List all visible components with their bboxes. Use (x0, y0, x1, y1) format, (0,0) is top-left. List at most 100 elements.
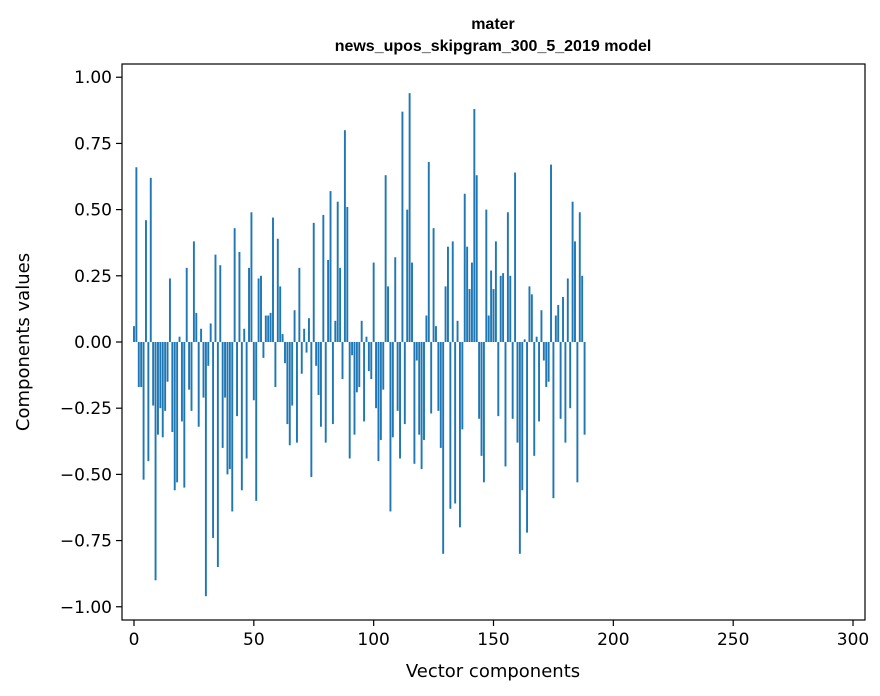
bar (348, 342, 351, 459)
bar (310, 342, 313, 478)
bar (566, 278, 569, 342)
bar (248, 267, 250, 342)
bar (550, 164, 552, 342)
bar (554, 315, 557, 342)
bar (204, 342, 207, 597)
bar (135, 167, 138, 342)
bar (298, 267, 301, 342)
bar (458, 342, 461, 528)
bar (415, 342, 418, 361)
bar (341, 342, 344, 380)
chart-subtitle: news_upos_skipgram_300_5_2019 model (335, 38, 652, 55)
bar (171, 342, 174, 433)
bar (197, 342, 200, 427)
bar (176, 342, 179, 483)
bar (540, 310, 543, 342)
bar (140, 342, 143, 388)
bar (382, 342, 385, 390)
bar (420, 342, 423, 470)
bar (360, 320, 363, 342)
bar (339, 267, 342, 342)
bar (168, 278, 171, 342)
bar (214, 254, 217, 342)
bar (221, 342, 224, 448)
x-tick-label: 100 (357, 630, 389, 650)
bar (499, 275, 502, 342)
bar (322, 214, 325, 342)
bar (473, 109, 476, 342)
bar (336, 201, 339, 342)
bar (281, 334, 284, 342)
bar (161, 342, 164, 438)
bar (353, 342, 356, 435)
bar (303, 328, 306, 342)
bar (343, 130, 346, 342)
bar (142, 342, 145, 480)
bar (535, 336, 538, 342)
bar (245, 342, 248, 459)
bar (511, 342, 514, 419)
x-tick-label: 50 (243, 630, 265, 650)
bar (133, 326, 135, 342)
y-axis-label: Components values (13, 253, 34, 431)
bar (252, 342, 255, 401)
bar (528, 286, 531, 342)
bar (418, 342, 421, 435)
bar (200, 328, 203, 342)
bar (574, 241, 576, 342)
bar (396, 342, 399, 411)
bar (463, 193, 466, 342)
bar (506, 212, 509, 342)
bars (133, 93, 586, 597)
bar (284, 342, 286, 364)
bar (305, 342, 308, 353)
bar (367, 342, 370, 372)
bar (435, 326, 437, 342)
bar (288, 342, 291, 446)
bar (145, 220, 147, 342)
bar (413, 342, 416, 464)
bar (300, 342, 303, 374)
bar (576, 342, 579, 483)
y-tick-label: 0.75 (74, 134, 112, 154)
bar (329, 191, 332, 342)
bar (530, 294, 533, 342)
bar (569, 342, 572, 409)
bar (272, 217, 274, 342)
bar (466, 246, 469, 342)
bar (276, 238, 279, 342)
bar (430, 342, 433, 414)
bar (377, 342, 380, 462)
bar (202, 342, 205, 398)
bar (255, 342, 258, 501)
bar (387, 286, 390, 342)
bar (195, 312, 198, 342)
bar (502, 273, 505, 342)
y-axis-ticks: −1.00 −0.75 −0.50 −0.25 0.00 0.25 0.50 0.75 1.00 (60, 68, 122, 618)
bar (583, 342, 586, 435)
bar (224, 342, 227, 398)
bar (411, 262, 413, 342)
bar (504, 342, 507, 467)
bar (552, 342, 555, 499)
bar (509, 275, 512, 342)
bar (375, 342, 378, 409)
bar (293, 310, 296, 342)
bar (243, 328, 246, 342)
bar (324, 342, 327, 443)
bar (384, 175, 387, 342)
bar (156, 342, 159, 435)
bar (358, 342, 361, 388)
bar (408, 93, 411, 342)
bar (317, 342, 320, 395)
bar (207, 342, 210, 366)
x-tick-label: 0 (129, 630, 140, 650)
bar (571, 201, 574, 342)
bar (562, 296, 564, 342)
bar (216, 342, 219, 568)
bar (480, 342, 483, 456)
bar (516, 342, 519, 443)
bar (264, 315, 267, 342)
bar (370, 342, 373, 380)
